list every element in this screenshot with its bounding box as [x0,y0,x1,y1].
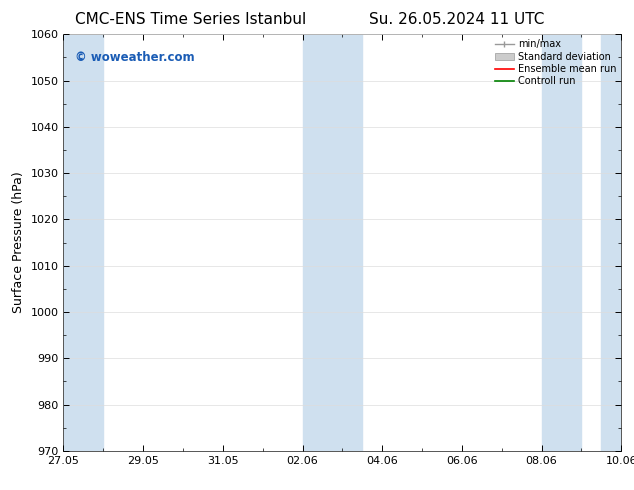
Bar [63,34,103,451]
Bar [302,34,362,451]
Bar [541,34,581,451]
Bar [602,34,621,451]
Text: CMC-ENS Time Series Istanbul: CMC-ENS Time Series Istanbul [75,12,306,27]
Text: © woweather.com: © woweather.com [75,51,194,64]
Text: Su. 26.05.2024 11 UTC: Su. 26.05.2024 11 UTC [369,12,544,27]
Y-axis label: Surface Pressure (hPa): Surface Pressure (hPa) [12,172,25,314]
Legend: min/max, Standard deviation, Ensemble mean run, Controll run: min/max, Standard deviation, Ensemble me… [492,36,619,89]
